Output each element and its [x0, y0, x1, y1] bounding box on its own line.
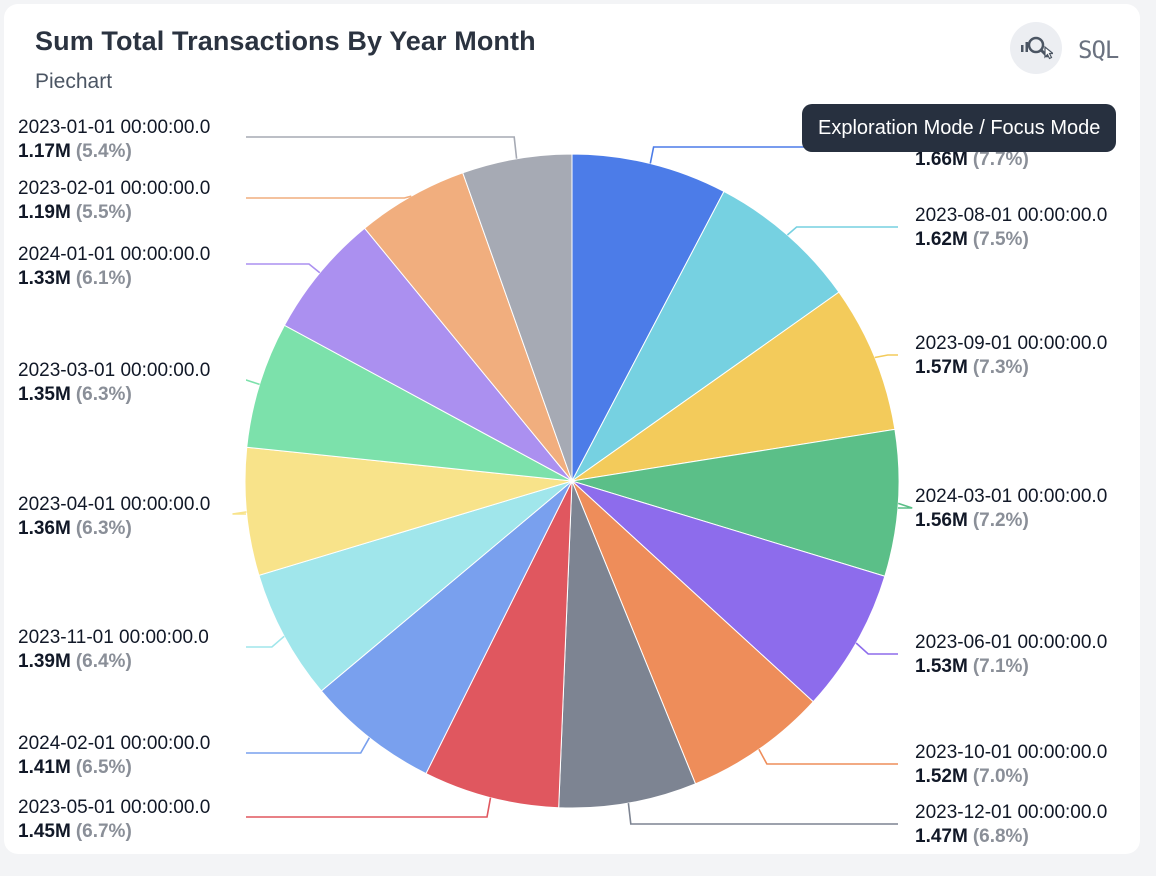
leader-line: [855, 642, 898, 655]
slice-value: 1.52M: [915, 766, 968, 787]
slice-value: 1.35M: [18, 384, 71, 405]
slice-value-label: 1.41M (6.5%): [18, 757, 132, 778]
slice-label: 2023-10-01 00:00:00.0: [915, 742, 1107, 763]
exploration-mode-button[interactable]: [1010, 22, 1062, 74]
exploration-mode-tooltip: Exploration Mode / Focus Mode: [802, 104, 1117, 152]
slice-label: 2023-05-01 00:00:00.0: [18, 797, 210, 818]
slice-value: 1.19M: [18, 202, 71, 223]
leader-line: [897, 502, 913, 509]
pie-slice[interactable]: [571, 153, 725, 482]
slice-label: 2024-02-01 00:00:00.0: [18, 733, 210, 754]
slice-percent: (6.5%): [76, 757, 132, 778]
slice-value: 1.36M: [18, 518, 71, 539]
slice-label: 2023-12-01 00:00:00.0: [915, 802, 1107, 823]
leader-line: [246, 136, 518, 159]
slice-value-label: 1.45M (6.7%): [18, 821, 132, 842]
slice-label: 2024-03-01 00:00:00.0: [915, 486, 1107, 507]
slice-percent: (7.2%): [973, 510, 1029, 531]
slice-label: 2023-02-01 00:00:00.0: [18, 178, 210, 199]
slice-value-label: 1.62M (7.5%): [915, 229, 1029, 250]
slice-percent: (7.1%): [973, 656, 1029, 677]
slice-value: 1.33M: [18, 268, 71, 289]
slice-percent: (6.4%): [76, 651, 132, 672]
slice-label: 2023-01-01 00:00:00.0: [18, 117, 210, 138]
pie-slice[interactable]: [283, 227, 573, 482]
slice-label: 2023-04-01 00:00:00.0: [18, 494, 210, 515]
slice-value-label: 1.53M (7.1%): [915, 656, 1029, 677]
slice-label: 2023-08-01 00:00:00.0: [915, 205, 1107, 226]
pie-slice[interactable]: [571, 291, 896, 482]
slice-percent: (7.0%): [973, 766, 1029, 787]
chart-title: Sum Total Transactions By Year Month: [35, 26, 536, 56]
slice-label: 2023-06-01 00:00:00.0: [915, 632, 1107, 653]
leader-line: [874, 354, 898, 359]
slice-value-label: 1.17M (5.4%): [18, 141, 132, 162]
pie-slice[interactable]: [571, 480, 886, 703]
pie-slice[interactable]: [571, 190, 840, 482]
leader-line: [758, 748, 898, 765]
sql-button[interactable]: SQL: [1078, 36, 1119, 64]
pie-slice[interactable]: [425, 480, 573, 809]
leader-line: [246, 635, 285, 648]
pie-slice[interactable]: [244, 446, 573, 576]
slice-percent: (5.4%): [76, 141, 132, 162]
slice-value-label: 1.57M (7.3%): [915, 357, 1029, 378]
slice-value: 1.45M: [18, 821, 71, 842]
slice-value: 1.66M: [915, 149, 968, 170]
slice-value: 1.57M: [915, 357, 968, 378]
leader-line: [245, 379, 260, 386]
slice-percent: (7.7%): [973, 149, 1029, 170]
leader-line: [627, 803, 898, 825]
slice-label: 2024-01-01 00:00:00.0: [18, 244, 210, 265]
slice-percent: (7.5%): [973, 229, 1029, 250]
slice-percent: (5.5%): [76, 202, 132, 223]
slice-percent: (6.8%): [973, 826, 1029, 847]
chart-subtitle: Piechart: [35, 70, 113, 93]
slice-value: 1.53M: [915, 656, 968, 677]
pie-slice[interactable]: [246, 324, 573, 482]
slice-value-label: 1.52M (7.0%): [915, 766, 1029, 787]
slice-value-label: 1.66M (7.7%): [915, 149, 1029, 170]
slice-value-label: 1.56M (7.2%): [915, 510, 1029, 531]
slice-value-label: 1.19M (5.5%): [18, 202, 132, 223]
leader-line: [786, 226, 898, 236]
pie-slice[interactable]: [258, 480, 573, 692]
slice-value-label: 1.35M (6.3%): [18, 384, 132, 405]
pie-slice[interactable]: [320, 480, 573, 775]
slice-label: 2023-09-01 00:00:00.0: [915, 333, 1107, 354]
slice-value: 1.39M: [18, 651, 71, 672]
slice-percent: (6.3%): [76, 384, 132, 405]
slice-value-label: 1.36M (6.3%): [18, 518, 132, 539]
slice-value: 1.56M: [915, 510, 968, 531]
slice-value-label: 1.47M (6.8%): [915, 826, 1029, 847]
slice-percent: (6.7%): [76, 821, 132, 842]
pie-slice[interactable]: [462, 153, 573, 482]
slice-percent: (7.3%): [973, 357, 1029, 378]
explore-chart-icon: [1021, 36, 1053, 60]
slice-label: 2023-03-01 00:00:00.0: [18, 360, 210, 381]
slice-value: 1.62M: [915, 229, 968, 250]
slice-percent: (6.1%): [76, 268, 132, 289]
leader-line: [246, 797, 492, 818]
slice-percent: (6.3%): [76, 518, 132, 539]
leader-line: [232, 511, 247, 515]
slice-value-label: 1.39M (6.4%): [18, 651, 132, 672]
leader-line: [246, 737, 371, 754]
slice-value: 1.47M: [915, 826, 968, 847]
slice-value: 1.41M: [18, 757, 71, 778]
slice-value: 1.17M: [18, 141, 71, 162]
slice-label: 2023-11-01 00:00:00.0: [18, 627, 209, 648]
leader-line: [246, 263, 321, 274]
leader-line: [246, 195, 412, 199]
slice-value-label: 1.33M (6.1%): [18, 268, 132, 289]
